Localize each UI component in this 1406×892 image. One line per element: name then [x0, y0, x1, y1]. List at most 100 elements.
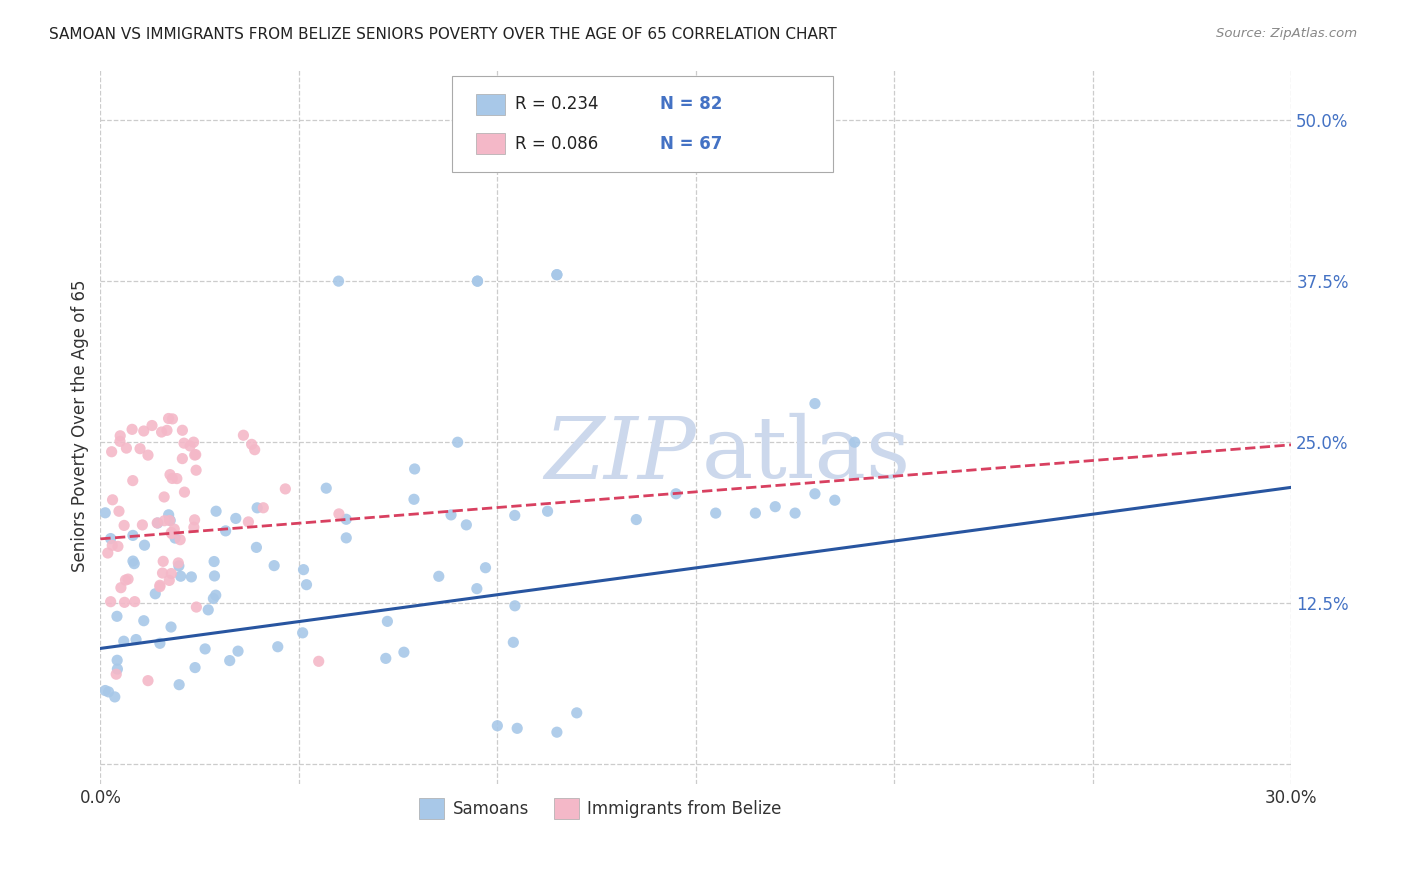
FancyBboxPatch shape	[475, 94, 505, 115]
Point	[107, 540, 129, 554]
Point	[132, 424, 155, 438]
FancyBboxPatch shape	[451, 76, 832, 172]
Point	[169, 533, 191, 547]
Point	[97, 546, 120, 560]
Text: Source: ZipAtlas.com: Source: ZipAtlas.com	[1216, 27, 1357, 40]
Point	[565, 706, 588, 720]
Point	[486, 719, 509, 733]
Point	[122, 528, 145, 542]
Point	[149, 636, 172, 650]
Point	[214, 524, 236, 538]
Point	[197, 603, 219, 617]
Point	[100, 595, 122, 609]
Point	[202, 555, 225, 569]
Y-axis label: Seniors Poverty Over the Age of 65: Seniors Poverty Over the Age of 65	[72, 280, 89, 573]
Point	[172, 451, 194, 466]
Point	[108, 504, 131, 518]
Point	[536, 504, 558, 518]
Point	[112, 518, 135, 533]
Point	[232, 428, 254, 442]
Point	[180, 570, 202, 584]
Point	[328, 274, 350, 288]
Point	[125, 632, 148, 647]
Text: N = 67: N = 67	[659, 135, 723, 153]
Point	[167, 678, 190, 692]
Point	[167, 558, 190, 573]
Point	[136, 673, 159, 688]
Point	[506, 722, 529, 736]
Point	[295, 577, 318, 591]
Point	[179, 439, 201, 453]
Point	[456, 517, 478, 532]
Point	[114, 573, 136, 587]
Point	[404, 462, 426, 476]
Point	[546, 725, 568, 739]
Point	[160, 526, 183, 541]
Point	[503, 508, 526, 523]
Point	[117, 572, 139, 586]
Point	[183, 513, 205, 527]
Point	[204, 588, 226, 602]
Point	[763, 500, 786, 514]
Text: R = 0.086: R = 0.086	[515, 135, 598, 153]
Point	[149, 580, 172, 594]
Point	[503, 599, 526, 613]
Point	[152, 566, 174, 580]
Point	[105, 667, 128, 681]
Point	[167, 556, 190, 570]
Point	[465, 582, 488, 596]
Point	[245, 541, 267, 555]
Point	[100, 532, 122, 546]
Point	[131, 517, 153, 532]
Point	[186, 600, 208, 615]
Point	[160, 566, 183, 581]
Point	[194, 641, 217, 656]
Point	[467, 274, 489, 288]
Point	[238, 515, 260, 529]
Point	[204, 569, 226, 583]
Point	[467, 274, 489, 288]
Point	[101, 492, 124, 507]
Point	[160, 525, 183, 540]
Point	[146, 516, 169, 530]
Point	[166, 472, 188, 486]
Point	[159, 467, 181, 482]
Point	[132, 614, 155, 628]
Point	[129, 442, 152, 456]
Point	[704, 506, 727, 520]
Point	[184, 448, 207, 462]
Point	[183, 448, 205, 462]
Point	[335, 531, 357, 545]
Point	[121, 422, 143, 436]
Point	[108, 429, 131, 443]
Point	[184, 463, 207, 477]
Point	[202, 591, 225, 606]
Point	[149, 578, 172, 592]
Point	[804, 487, 827, 501]
FancyBboxPatch shape	[475, 133, 505, 154]
Text: N = 82: N = 82	[659, 95, 723, 113]
Point	[134, 538, 156, 552]
Point	[440, 508, 463, 522]
Point	[101, 538, 124, 552]
Point	[94, 506, 117, 520]
Point	[744, 506, 766, 520]
Point	[94, 683, 117, 698]
Point	[163, 522, 186, 536]
Point	[402, 492, 425, 507]
Point	[252, 500, 274, 515]
Point	[308, 654, 330, 668]
Point	[110, 581, 132, 595]
Point	[291, 625, 314, 640]
Point	[246, 500, 269, 515]
Point	[502, 635, 524, 649]
Point	[546, 268, 568, 282]
Point	[136, 448, 159, 462]
Point	[169, 569, 191, 583]
Point	[112, 634, 135, 648]
Point	[665, 487, 688, 501]
Point	[160, 620, 183, 634]
Text: ZIP: ZIP	[544, 413, 696, 496]
Point	[105, 609, 128, 624]
Point	[172, 423, 194, 437]
